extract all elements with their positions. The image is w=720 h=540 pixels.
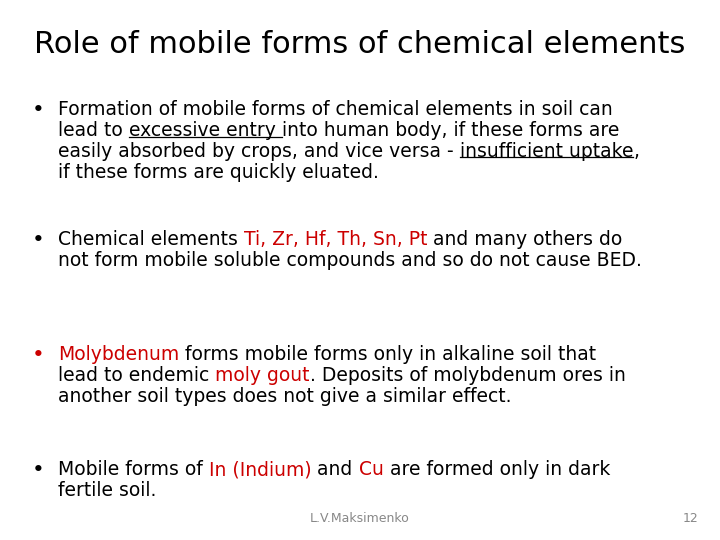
Text: lead to: lead to [58, 121, 129, 140]
Text: not form mobile soluble compounds and so do not cause BED.: not form mobile soluble compounds and so… [58, 251, 642, 270]
Text: In (Indium): In (Indium) [209, 460, 311, 479]
Text: lead to endemic: lead to endemic [58, 366, 215, 385]
Text: and: and [311, 460, 359, 479]
Text: Ti, Zr, Hf, Th, Sn, Pt: Ti, Zr, Hf, Th, Sn, Pt [244, 230, 428, 249]
Text: another soil types does not give a similar effect.: another soil types does not give a simil… [58, 387, 511, 406]
Text: Formation of mobile forms of chemical elements in soil can: Formation of mobile forms of chemical el… [58, 100, 613, 119]
Text: Chemical elements: Chemical elements [58, 230, 244, 249]
Text: are formed only in dark: are formed only in dark [384, 460, 610, 479]
Text: if these forms are quickly eluated.: if these forms are quickly eluated. [58, 163, 379, 182]
Text: 12: 12 [683, 512, 698, 525]
Text: moly gout: moly gout [215, 366, 310, 385]
Text: L.V.Maksimenko: L.V.Maksimenko [310, 512, 410, 525]
Text: •: • [32, 100, 45, 120]
Text: Mobile forms of: Mobile forms of [58, 460, 209, 479]
Text: •: • [32, 460, 45, 480]
Text: insufficient uptake: insufficient uptake [459, 142, 633, 161]
Text: •: • [32, 230, 45, 250]
Text: into human body, if these forms are: into human body, if these forms are [282, 121, 619, 140]
Text: forms mobile forms only in alkaline soil that: forms mobile forms only in alkaline soil… [179, 345, 596, 364]
Text: fertile soil.: fertile soil. [58, 481, 156, 500]
Text: Role of mobile forms of chemical elements: Role of mobile forms of chemical element… [35, 30, 685, 59]
Text: excessive entry: excessive entry [129, 121, 282, 140]
Text: . Deposits of molybdenum ores in: . Deposits of molybdenum ores in [310, 366, 626, 385]
Text: Cu: Cu [359, 460, 384, 479]
Text: and many others do: and many others do [428, 230, 623, 249]
Text: •: • [32, 345, 45, 365]
Text: Molybdenum: Molybdenum [58, 345, 179, 364]
Text: ,: , [633, 142, 639, 161]
Text: easily absorbed by crops, and vice versa -: easily absorbed by crops, and vice versa… [58, 142, 459, 161]
